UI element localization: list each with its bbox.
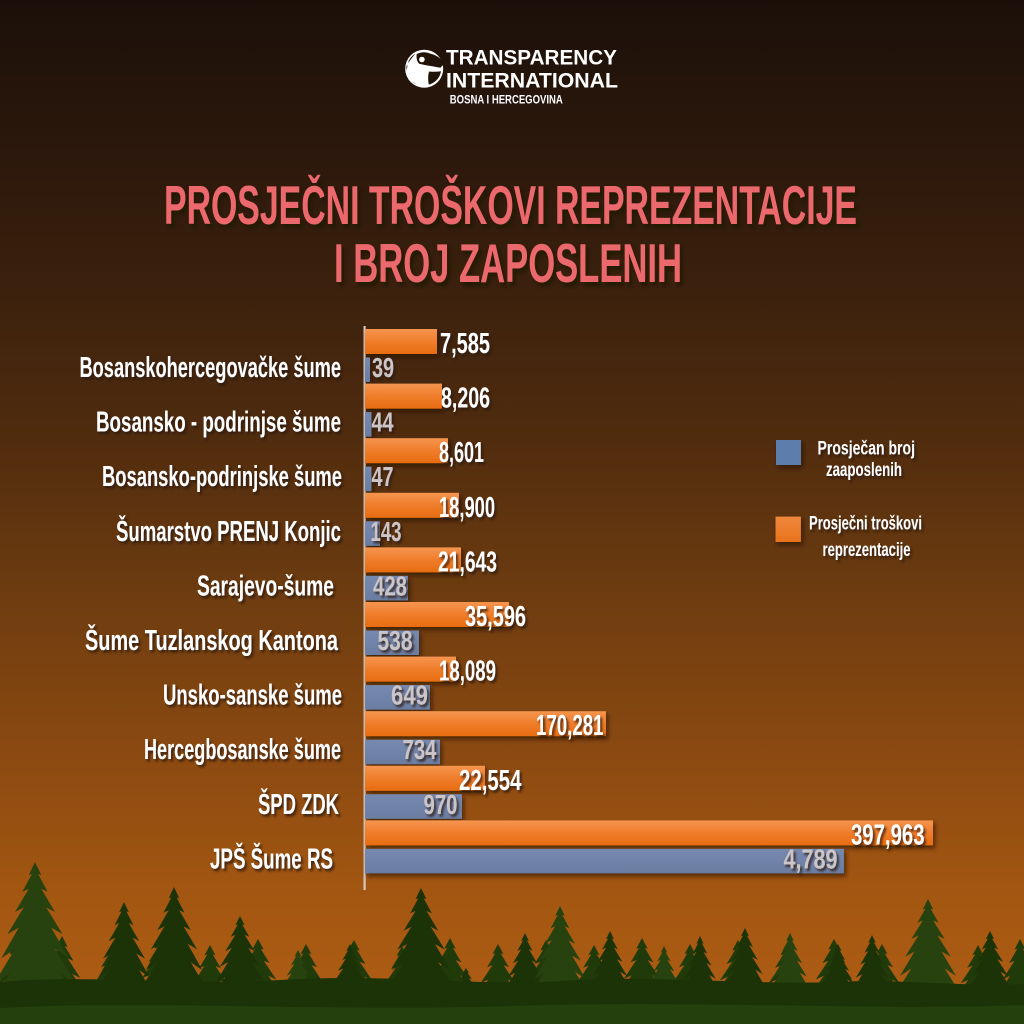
svg-text:18,089: 18,089: [439, 656, 496, 688]
svg-text:44: 44: [372, 407, 394, 438]
svg-text:4,789: 4,789: [784, 843, 838, 874]
svg-text:39: 39: [372, 352, 394, 383]
svg-text:35,596: 35,596: [465, 601, 526, 633]
svg-text:JPŠ Šume RS: JPŠ Šume RS: [210, 842, 333, 875]
svg-text:Prosječni troškovi: Prosječni troškovi: [809, 512, 922, 534]
svg-text:I BROJ ZAPOSLENIH: I BROJ ZAPOSLENIH: [334, 232, 682, 294]
svg-text:21,643: 21,643: [438, 546, 497, 578]
svg-text:Sarajevo-šume: Sarajevo-šume: [197, 570, 334, 602]
svg-text:Šume Tuzlanskog Kantona: Šume Tuzlanskog Kantona: [85, 624, 339, 657]
svg-text:18,900: 18,900: [439, 492, 495, 524]
svg-text:TRANSPARENCY: TRANSPARENCY: [446, 46, 617, 69]
svg-text:170,281: 170,281: [536, 710, 604, 742]
svg-text:Bosansko-podrinjske šume: Bosansko-podrinjske šume: [102, 461, 342, 493]
svg-text:zaaposlenih: zaaposlenih: [826, 459, 902, 481]
svg-text:Unsko-sanske šume: Unsko-sanske šume: [163, 680, 342, 712]
svg-text:22,554: 22,554: [459, 765, 522, 797]
svg-text:Prosječan broj: Prosječan broj: [818, 437, 916, 459]
svg-text:428: 428: [373, 570, 407, 601]
svg-text:649: 649: [391, 680, 428, 711]
svg-text:Bosanskohercegovačke šume: Bosanskohercegovačke šume: [80, 352, 342, 384]
svg-text:397,963: 397,963: [851, 819, 925, 851]
svg-text:Bosansko - podrinjse šume: Bosansko - podrinjse šume: [96, 407, 341, 439]
svg-text:143: 143: [371, 516, 402, 547]
svg-text:970: 970: [424, 789, 458, 820]
svg-text:PROSJEČNI TROŠKOVI REPREZENTAC: PROSJEČNI TROŠKOVI REPREZENTACIJE: [164, 174, 857, 236]
svg-text:8,206: 8,206: [441, 383, 490, 415]
svg-text:734: 734: [403, 734, 437, 765]
svg-text:BOSNA I HERCEGOVINA: BOSNA I HERCEGOVINA: [450, 92, 563, 106]
svg-text:INTERNATIONAL: INTERNATIONAL: [446, 70, 618, 93]
svg-text:Šumarstvo PRENJ Konjic: Šumarstvo PRENJ Konjic: [116, 515, 341, 548]
svg-text:ŠPD ZDK: ŠPD ZDK: [258, 788, 339, 821]
svg-text:reprezentacije: reprezentacije: [823, 539, 911, 561]
svg-text:47: 47: [372, 461, 394, 492]
svg-text:7,585: 7,585: [440, 328, 490, 360]
svg-text:538: 538: [378, 625, 413, 656]
svg-text:8,601: 8,601: [439, 437, 484, 469]
svg-text:Hercegbosanske šume: Hercegbosanske šume: [144, 734, 341, 766]
